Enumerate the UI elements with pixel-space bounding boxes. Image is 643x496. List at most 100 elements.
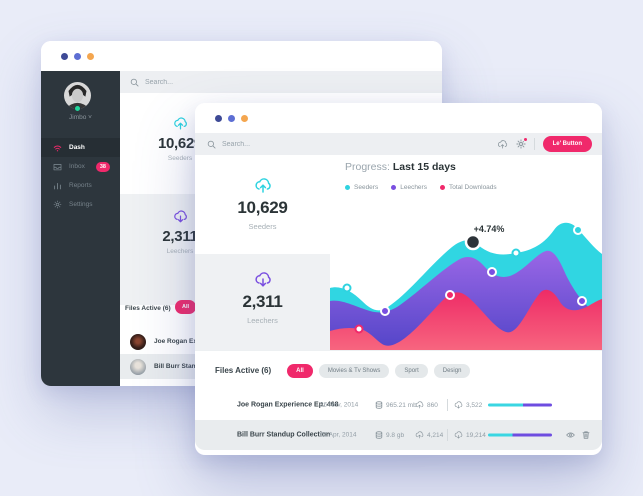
sidebar-item-dash[interactable]: Dash: [41, 138, 120, 157]
search-input[interactable]: [222, 140, 332, 148]
files-filter-bar: Files Active (6) All Movies & Tv Shows S…: [195, 350, 602, 390]
data-point: [354, 324, 364, 334]
progress-bar: [488, 433, 552, 437]
sidebar-item-settings[interactable]: Settings: [41, 195, 120, 214]
window-control-dot[interactable]: [228, 114, 235, 122]
data-point: [487, 267, 497, 277]
username[interactable]: Jimbo ˅: [69, 114, 92, 121]
back-search-bar: [120, 71, 442, 93]
sidebar-item-reports[interactable]: Reports: [41, 176, 120, 195]
chevron-down-icon: ˅: [88, 114, 92, 121]
data-point: [577, 296, 587, 306]
inbox-icon: [53, 163, 62, 171]
online-status-dot: [74, 105, 81, 112]
back-leechers-value: 2,311: [162, 228, 198, 245]
leechers-card-bg: [195, 254, 330, 350]
legend-item-total-downloads: Total Downloads: [439, 184, 497, 191]
cloud-download-icon: [454, 401, 463, 409]
user-avatar[interactable]: [64, 82, 91, 112]
back-leechers-card: 2,311 Leechers: [120, 210, 240, 255]
data-point: [573, 225, 583, 235]
filter-sport[interactable]: Sport: [395, 363, 428, 378]
view-icon[interactable]: [566, 432, 575, 439]
search-icon: [207, 140, 216, 149]
cloud-upload-icon: [254, 178, 272, 193]
tooltip-value: +4.74%: [474, 224, 505, 234]
leechers-card: 2,311 Leechers: [195, 272, 330, 325]
gear-icon: [53, 200, 62, 209]
filter-design[interactable]: Design: [433, 363, 471, 378]
window-control-dot[interactable]: [215, 114, 222, 122]
file-title: Bill Burr Standup Collection: [237, 431, 331, 439]
primary-action-button[interactable]: Le' Button: [542, 136, 592, 152]
trash-icon[interactable]: [582, 431, 590, 440]
file-date: 02 Apr, 2014: [320, 431, 357, 439]
peer-count: 19,214: [454, 431, 486, 439]
cloud-download-icon: [254, 272, 272, 287]
table-row[interactable]: Bill Burr Standup Collection 02 Apr, 201…: [195, 420, 602, 450]
cloud-upload-icon[interactable]: [497, 139, 508, 149]
inbox-badge: 38: [95, 161, 110, 172]
file-title: Joe Rogan Experience Ep. 468: [237, 401, 339, 409]
window-control-dot[interactable]: [241, 114, 248, 122]
leechers-label: Leechers: [247, 316, 278, 325]
sidebar-item-inbox[interactable]: Inbox 38: [41, 157, 120, 176]
wifi-icon: [53, 144, 62, 152]
back-filter-all[interactable]: All: [175, 300, 197, 314]
search-icon: [130, 78, 139, 87]
files-header: Files Active (6): [215, 366, 272, 375]
seeders-label: Seeders: [248, 222, 277, 231]
cloud-download-icon: [454, 431, 463, 439]
file-size: 9.8 gb: [375, 431, 404, 439]
sidebar-item-label: Dash: [69, 144, 85, 151]
cloud-upload-icon: [415, 431, 424, 439]
window-control-dot[interactable]: [87, 52, 94, 60]
sidebar-menu: Dash Inbox 38: [41, 138, 120, 214]
progress-bar: [488, 403, 552, 407]
cloud-upload-icon: [415, 401, 424, 409]
file-size: 965.21 mb: [375, 401, 417, 409]
leechers-value: 2,311: [242, 292, 283, 311]
legend-item-seeders: Seeders: [345, 184, 378, 191]
cloud-upload-icon: [173, 117, 188, 130]
file-date: 26 Nov, 2014: [320, 401, 359, 409]
cloud-download-icon: [173, 210, 188, 223]
divider: [447, 429, 448, 441]
search-input[interactable]: [145, 78, 255, 86]
filter-all[interactable]: All: [287, 363, 313, 378]
legend-dot: [345, 185, 350, 190]
legend-item-leechers: Leechers: [391, 184, 427, 191]
front-window: Le' Button 10,629 Seeders 2,311 Leech: [195, 103, 602, 455]
seed-count: 860: [415, 401, 438, 409]
notification-dot: [522, 137, 528, 142]
tooltip-marker: [464, 233, 482, 251]
legend-dot: [439, 185, 445, 190]
avatar: [130, 358, 146, 375]
storage-icon: [375, 401, 383, 409]
window-control-dot[interactable]: [74, 52, 81, 60]
back-seeders-card: 10,629 Seeders: [120, 117, 240, 162]
settings-gear-icon[interactable]: [515, 137, 528, 149]
seed-count: 4,214: [415, 431, 443, 439]
back-files-header: Files Active (6): [125, 305, 171, 312]
table-row[interactable]: Joe Rogan Experience Ep. 468 26 Nov, 201…: [195, 390, 602, 420]
sidebar-item-label: Settings: [69, 201, 93, 208]
area-chart: +4.74%: [330, 222, 602, 350]
data-point: [445, 290, 455, 300]
back-seeders-label: Seeders: [167, 155, 193, 162]
divider: [447, 399, 448, 411]
data-point: [342, 283, 352, 293]
filter-movies-tv[interactable]: Movies & Tv Shows: [318, 363, 390, 378]
peer-count: 3,522: [454, 401, 482, 409]
data-point: [380, 306, 390, 316]
seeders-value: 10,629: [237, 198, 288, 217]
sidebar: Jimbo ˅ Dash: [41, 71, 120, 386]
storage-icon: [375, 431, 383, 439]
seeders-card: 10,629 Seeders: [195, 178, 330, 231]
header-actions: Le' Button: [497, 133, 592, 155]
window-control-dot[interactable]: [61, 52, 68, 60]
sidebar-item-label: Inbox: [69, 163, 85, 170]
front-window-titlebar: [195, 103, 602, 133]
sidebar-item-label: Reports: [69, 182, 92, 189]
